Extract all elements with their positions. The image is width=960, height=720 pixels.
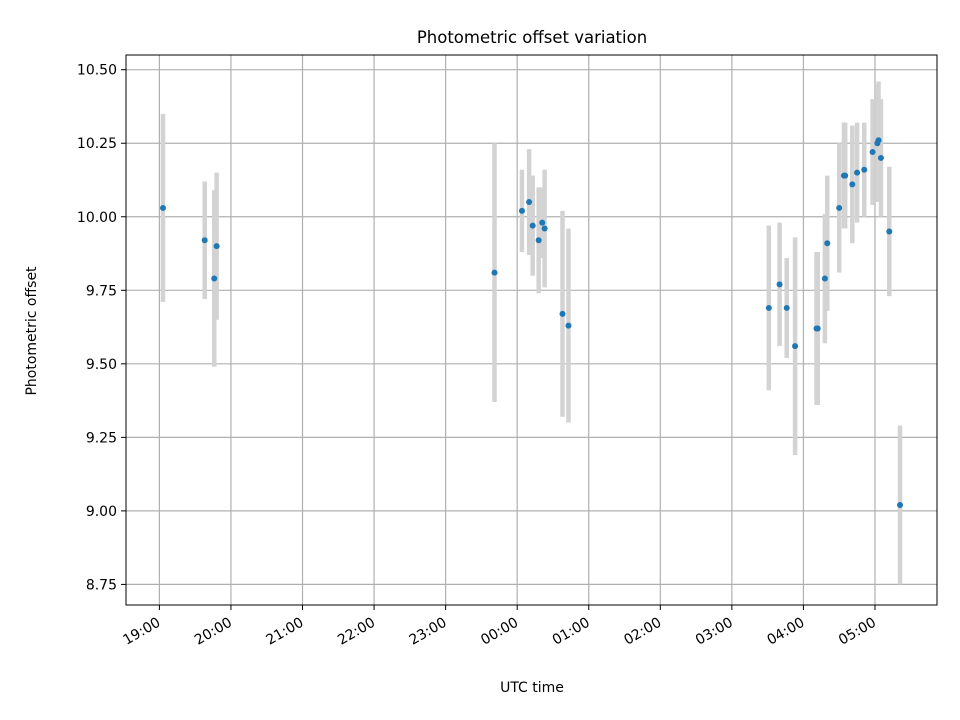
y-axis-label: Photometric offset <box>24 266 40 396</box>
data-point <box>783 304 790 311</box>
data-point <box>821 275 828 282</box>
axes-frame <box>125 54 938 606</box>
data-point <box>854 169 861 176</box>
data-point <box>529 222 536 229</box>
y-tick-label: 10.00 <box>77 210 117 226</box>
data-point <box>541 225 548 232</box>
y-tick-label: 8.75 <box>86 577 117 593</box>
data-point <box>824 240 831 247</box>
data-point <box>814 325 821 332</box>
y-tick-label: 10.50 <box>77 63 117 79</box>
data-point <box>565 322 572 329</box>
data-point <box>849 181 856 188</box>
data-point <box>539 219 546 226</box>
data-point <box>897 502 904 508</box>
data-point <box>877 154 884 161</box>
data-point <box>213 243 220 250</box>
y-tick-label: 9.75 <box>86 283 117 299</box>
y-tick-label: 9.00 <box>86 504 117 520</box>
data-point <box>886 228 893 235</box>
data-point <box>792 343 799 350</box>
y-tick-label: 9.25 <box>86 430 117 446</box>
data-point <box>836 204 843 211</box>
data-point <box>765 304 772 311</box>
data-point <box>875 137 882 144</box>
data-points <box>159 137 904 508</box>
data-point <box>869 149 876 156</box>
data-point <box>526 199 533 206</box>
data-point <box>211 275 218 282</box>
x-axis-label: UTC time <box>500 680 564 696</box>
grid <box>126 55 937 605</box>
data-point <box>559 310 566 317</box>
data-point <box>842 172 849 179</box>
y-axis-ticks: 8.75 9.00 9.25 9.50 9.75 10.00 10.25 10.50 <box>77 63 126 593</box>
data-point <box>535 237 542 244</box>
data-point <box>159 204 166 211</box>
data-point <box>776 281 783 288</box>
y-tick-label: 9.50 <box>86 357 117 373</box>
chart-title: Photometric offset variation <box>417 28 647 47</box>
y-tick-label: 10.25 <box>77 136 117 152</box>
data-point <box>518 207 525 214</box>
data-point <box>861 166 868 173</box>
data-point <box>491 269 498 276</box>
data-point <box>201 237 208 244</box>
